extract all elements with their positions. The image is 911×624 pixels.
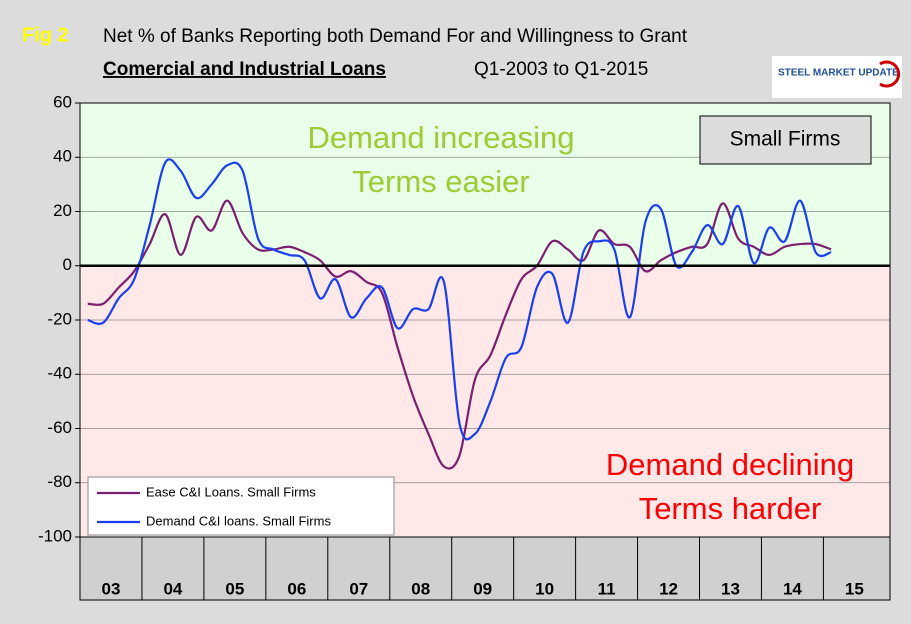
legend-label: Demand C&I loans. Small Firms xyxy=(146,513,331,528)
y-tick-label: -40 xyxy=(47,364,72,383)
x-tick-label: 09 xyxy=(473,579,492,598)
x-tick-label: 12 xyxy=(659,579,678,598)
x-tick-label: 15 xyxy=(845,579,864,598)
logo-swoosh xyxy=(879,60,901,88)
y-tick-label: 0 xyxy=(63,255,72,274)
annotation: Terms harder xyxy=(639,491,822,526)
chart-title: Net % of Banks Reporting both Demand For… xyxy=(103,26,688,47)
series-line xyxy=(87,199,832,470)
chart-subtitle: Q1-2003 to Q1-2015 xyxy=(474,59,648,80)
chart-subtitle: Comercial and Industrial Loans xyxy=(103,59,386,80)
annotation: Terms easier xyxy=(352,164,529,199)
x-tick-label: 11 xyxy=(598,579,616,598)
fig-label: Fig 2 xyxy=(22,24,69,46)
logo-text: STEEL MARKET UPDATE xyxy=(778,68,899,79)
annotation: Demand increasing xyxy=(307,120,574,155)
y-tick-label: -60 xyxy=(47,418,72,437)
legend-label: Ease C&I Loans. Small Firms xyxy=(146,484,316,499)
y-tick-label: 60 xyxy=(53,92,72,111)
plot-frame xyxy=(79,102,891,538)
y-tick-label: -20 xyxy=(47,309,72,328)
label-box-text: Small Firms xyxy=(730,128,841,151)
x-tick-label: 06 xyxy=(287,579,306,598)
y-tick-label: -100 xyxy=(38,526,72,545)
y-tick-label: 40 xyxy=(53,147,72,166)
y-tick-label: -80 xyxy=(47,472,72,491)
x-tick-label: 03 xyxy=(102,579,121,598)
y-tick-label: 20 xyxy=(53,201,72,220)
logo: STEEL MARKET UPDATE xyxy=(772,56,902,98)
x-tick-label: 14 xyxy=(783,579,802,598)
series-line xyxy=(87,158,832,441)
x-tick-label: 13 xyxy=(721,579,740,598)
x-axis-band xyxy=(79,536,891,601)
x-tick-label: 08 xyxy=(411,579,430,598)
legend-box xyxy=(87,476,395,536)
label-box xyxy=(699,115,872,165)
x-tick-label: 04 xyxy=(163,579,182,598)
x-tick-label: 05 xyxy=(225,579,244,598)
x-tick-label: 10 xyxy=(535,579,554,598)
annotation: Demand declining xyxy=(606,447,854,482)
x-tick-label: 07 xyxy=(349,579,368,598)
